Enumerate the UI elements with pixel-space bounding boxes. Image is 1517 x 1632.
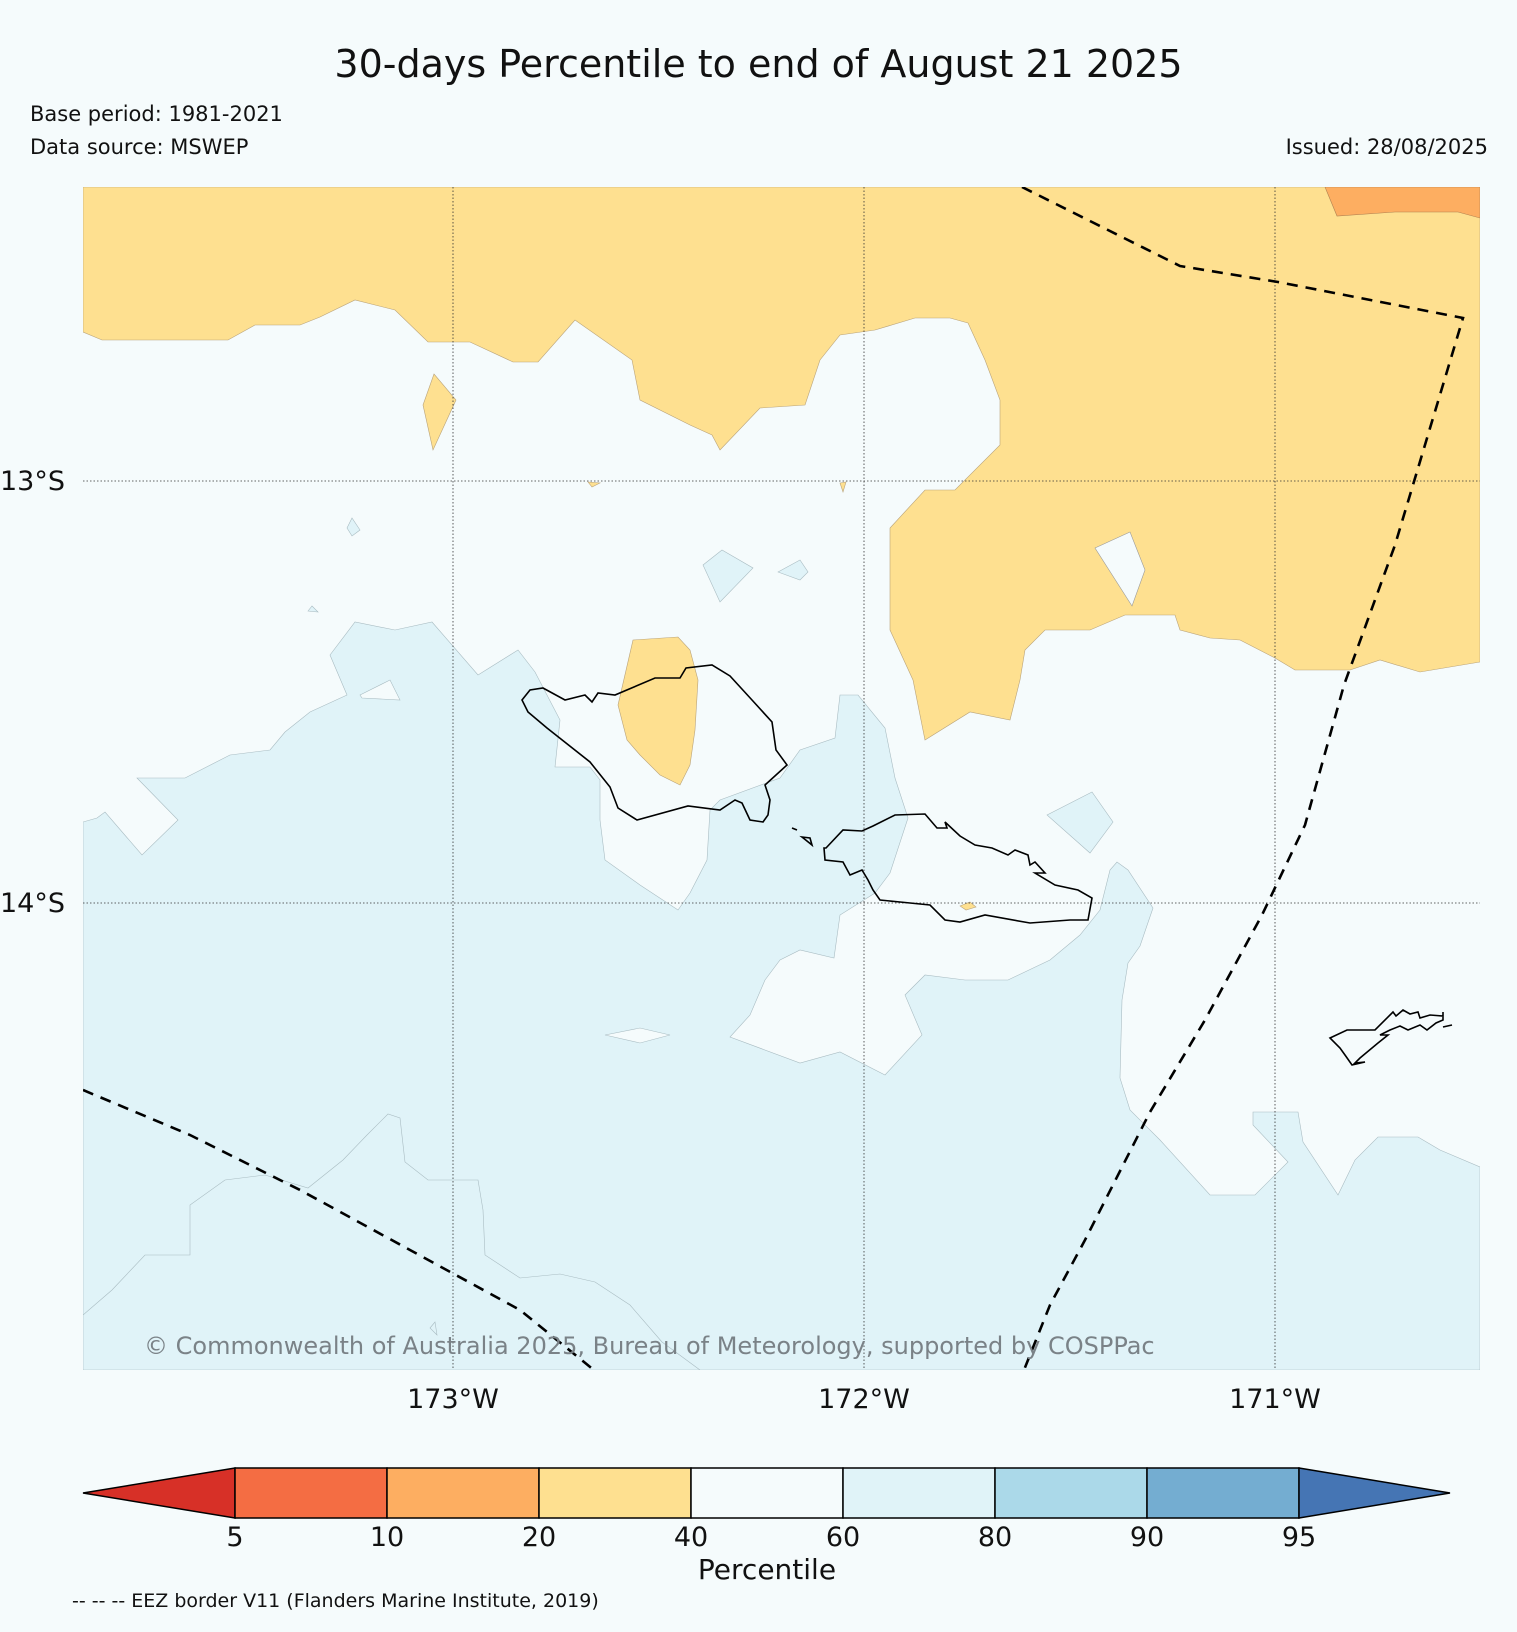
- wet-patch: [702, 549, 754, 603]
- lat-label-13s: 13°S: [0, 466, 65, 497]
- neutral-patch: [604, 1027, 671, 1044]
- lat-label-14s: 14°S: [0, 888, 65, 919]
- wet-patch: [307, 605, 319, 613]
- colorbar-tick: 80: [977, 1522, 1013, 1553]
- colorbar-bin-60-80: [842, 1467, 996, 1519]
- dry-patch: [422, 373, 457, 451]
- lon-label-173w: 173°W: [407, 1384, 499, 1415]
- colorbar-bin-40-60: [690, 1467, 844, 1519]
- wet-patch: [1046, 791, 1114, 854]
- dry-patch-savaii: [617, 636, 699, 786]
- lon-label-172w: 172°W: [818, 1384, 910, 1415]
- wet-patch: [429, 1321, 438, 1336]
- colorbar-tick: 95: [1281, 1522, 1317, 1553]
- wet-region-south: [83, 621, 1480, 1370]
- colorbar-extend-high: [1298, 1467, 1451, 1519]
- page-title: 30-days Percentile to end of August 21 2…: [334, 42, 1183, 86]
- island-coastline: [799, 835, 814, 848]
- dry-patch: [587, 481, 602, 488]
- colorbar-bin-10-20: [386, 1467, 540, 1519]
- eez-legend-note: -- -- -- EEZ border V11 (Flanders Marine…: [72, 1590, 599, 1612]
- dry-patch: [959, 901, 977, 911]
- lon-label-171w: 171°W: [1229, 1384, 1321, 1415]
- island-coastline: [1442, 1024, 1453, 1028]
- colorbar-tick: 20: [521, 1522, 557, 1553]
- copyright-notice: © Commonwealth of Australia 2025, Bureau…: [144, 1332, 1155, 1360]
- colorbar-bin-90-95: [1146, 1467, 1300, 1519]
- savaii-coastline: [521, 664, 789, 823]
- colorbar-tick: 90: [1129, 1522, 1165, 1553]
- drier-region-northeast: [1324, 187, 1480, 219]
- colorbar-extend-low: [82, 1467, 236, 1519]
- colorbar-bin-20-40: [538, 1467, 692, 1519]
- colorbar-tick: 60: [825, 1522, 861, 1553]
- base-period: Base period: 1981-2021: [30, 102, 283, 126]
- tutuila-coastline: [1328, 1009, 1444, 1066]
- island-coastline: [791, 827, 798, 831]
- colorbar-bin-5-10: [234, 1467, 388, 1519]
- wet-patch: [346, 517, 361, 537]
- colorbar-tick: 5: [226, 1522, 244, 1553]
- colorbar-tick: 10: [369, 1522, 405, 1553]
- graticule: [83, 187, 1480, 1370]
- wet-patch: [777, 559, 809, 581]
- upolu-coastline: [823, 813, 1093, 924]
- percentile-map: 13°S 14°S 173°W 172°W 171°W: [0, 187, 1480, 1415]
- dry-patch: [839, 481, 847, 493]
- colorbar-label: Percentile: [697, 1553, 837, 1586]
- colorbar-bin-80-90: [994, 1467, 1148, 1519]
- coastlines: [521, 664, 1453, 1066]
- colorbar: [82, 1467, 1451, 1519]
- colorbar-tick: 40: [673, 1522, 709, 1553]
- issued-date: Issued: 28/08/2025: [1285, 135, 1488, 159]
- neutral-patch: [359, 679, 401, 701]
- eez-border: [83, 187, 1465, 1370]
- neutral-patch: [1094, 531, 1146, 607]
- data-source: Data source: MSWEP: [30, 135, 249, 159]
